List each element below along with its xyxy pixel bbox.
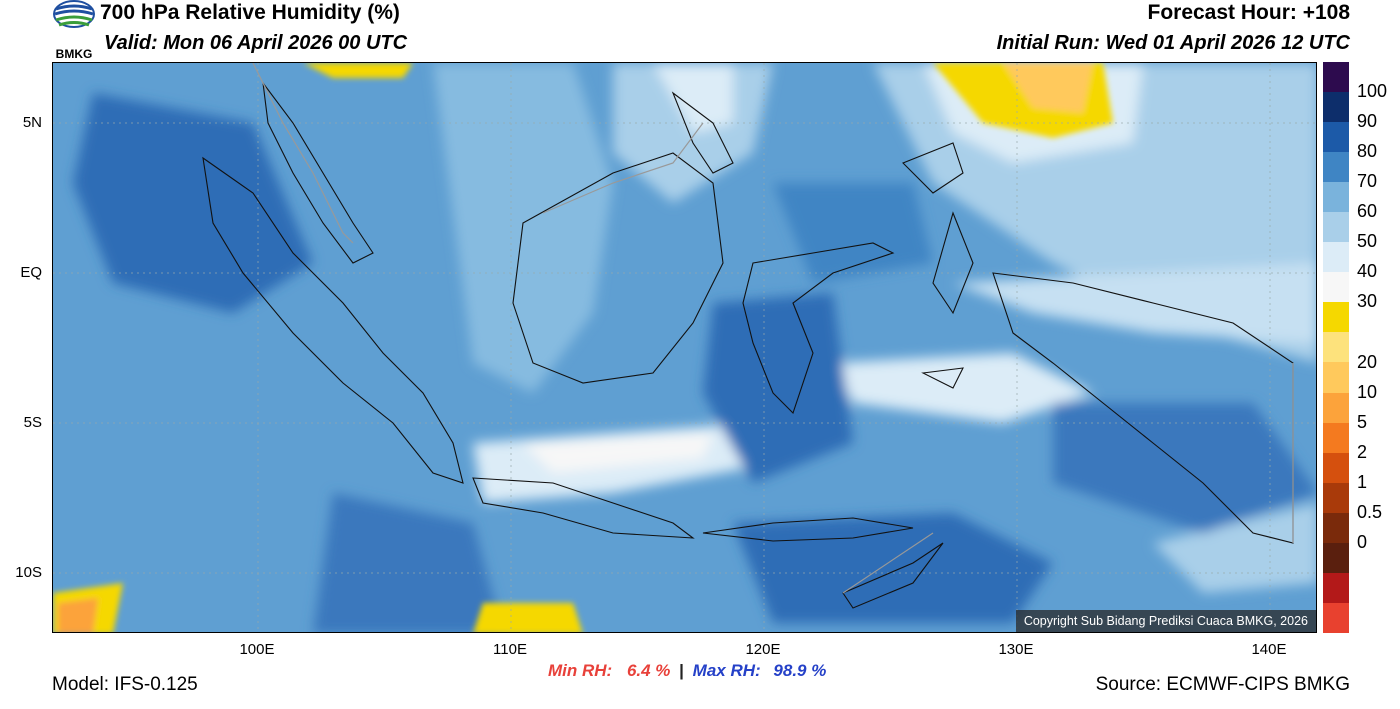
min-rh-label: Min RH:: [548, 661, 613, 680]
colorbar-label: 100: [1357, 81, 1388, 102]
lon-label-120e: 120E: [745, 641, 781, 658]
colorbar-segment: [1323, 182, 1349, 213]
colorbar-segment: [1323, 242, 1349, 273]
colorbar-label: 10: [1357, 381, 1378, 402]
humidity-field: [53, 63, 1316, 632]
colorbar-segment: [1323, 212, 1349, 243]
colorbar-segment: [1323, 62, 1349, 93]
colorbar-segment: [1323, 362, 1349, 393]
min-rh-value: 6.4 %: [626, 661, 671, 680]
lon-label-140e: 140E: [1251, 641, 1287, 658]
colorbar-label: 1: [1357, 471, 1368, 492]
colorbar-segment: [1323, 332, 1349, 363]
colorbar-label: 30: [1357, 291, 1378, 312]
colorbar-segment: [1323, 602, 1349, 633]
copyright-notice: Copyright Sub Bidang Prediksi Cuaca BMKG…: [1015, 610, 1316, 632]
max-rh-value: 98.9 %: [773, 661, 827, 680]
colorbar-label: 2: [1357, 441, 1368, 462]
colorbar-segment: [1323, 572, 1349, 603]
colorbar-segment: [1323, 302, 1349, 333]
initial-run: Initial Run: Wed 01 April 2026 12 UTC: [996, 32, 1350, 54]
forecast-hour: Forecast Hour: +108: [1147, 1, 1351, 24]
colorbar-segment: [1323, 392, 1349, 423]
lat-label-eq: EQ: [20, 264, 42, 281]
colorbar-label: 20: [1357, 351, 1378, 372]
colorbar-segment: [1323, 542, 1349, 573]
lon-label-130e: 130E: [998, 641, 1034, 658]
colorbar: [1323, 62, 1349, 633]
valid-time: Valid: Mon 06 April 2026 00 UTC: [104, 32, 408, 54]
colorbar-label: 90: [1357, 111, 1378, 132]
colorbar-segment: [1323, 122, 1349, 153]
svg-text:BMKG: BMKG: [56, 47, 93, 61]
colorbar-label: 40: [1357, 261, 1378, 282]
colorbar-label: 60: [1357, 201, 1378, 222]
lat-label-5n: 5N: [22, 114, 42, 131]
lat-label-5s: 5S: [23, 414, 42, 431]
colorbar-label: 0: [1357, 531, 1368, 552]
map-title: 700 hPa Relative Humidity (%): [100, 1, 400, 24]
colorbar-segment: [1323, 92, 1349, 123]
rh-stats: Min RH: 6.4 % | Max RH: 98.9 %: [548, 661, 826, 681]
colorbar-segment: [1323, 272, 1349, 303]
model-label: Model: IFS-0.125: [52, 674, 198, 695]
stats-separator: |: [679, 661, 684, 680]
colorbar-label: 70: [1357, 171, 1378, 192]
lat-label-10s: 10S: [15, 564, 42, 581]
bmkg-logo: BMKG: [50, 0, 98, 62]
colorbar-label: 50: [1357, 231, 1378, 252]
max-rh-label: Max RH:: [692, 661, 761, 680]
colorbar-label: 80: [1357, 141, 1378, 162]
colorbar-label: 5: [1357, 411, 1368, 432]
colorbar-segment: [1323, 512, 1349, 543]
lon-label-100e: 100E: [239, 641, 275, 658]
colorbar-segment: [1323, 452, 1349, 483]
humidity-map: Copyright Sub Bidang Prediksi Cuaca BMKG…: [52, 62, 1317, 633]
colorbar-segment: [1323, 482, 1349, 513]
colorbar-segment: [1323, 152, 1349, 183]
colorbar-label: 0.5: [1357, 501, 1383, 522]
lon-label-110e: 110E: [493, 641, 527, 658]
colorbar-segment: [1323, 422, 1349, 453]
source-label: Source: ECMWF-CIPS BMKG: [1095, 674, 1350, 695]
